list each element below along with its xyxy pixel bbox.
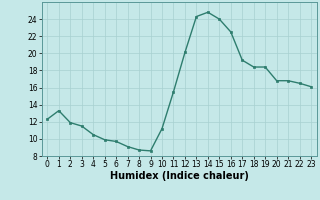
- X-axis label: Humidex (Indice chaleur): Humidex (Indice chaleur): [110, 171, 249, 181]
